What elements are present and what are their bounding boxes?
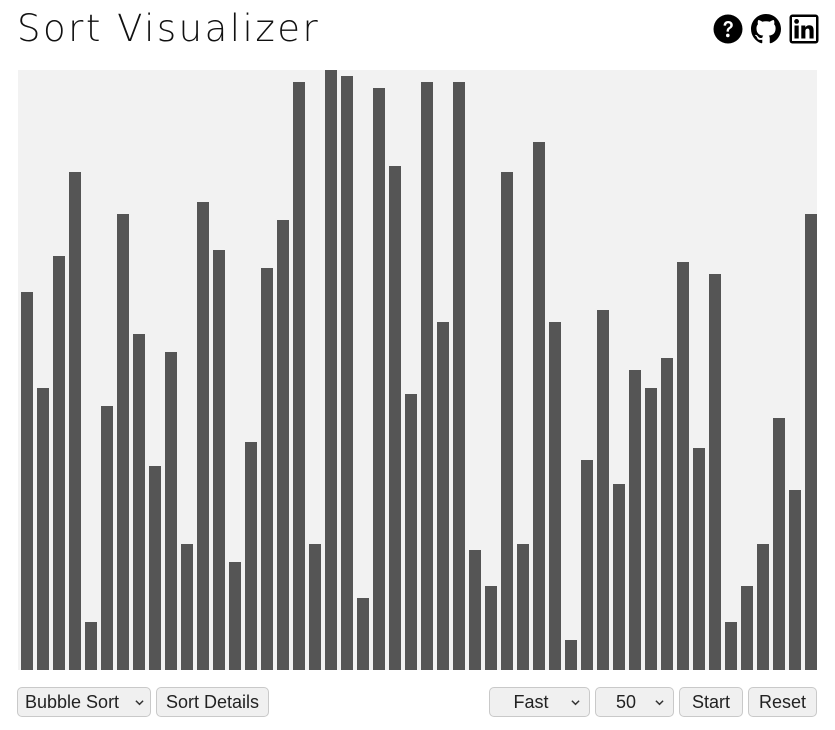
array-bar <box>165 352 177 670</box>
array-bar <box>117 214 129 670</box>
array-size-select[interactable]: 50 <box>595 687 674 717</box>
array-bar <box>725 622 737 670</box>
array-bar <box>277 220 289 670</box>
array-bar <box>373 88 385 670</box>
array-bar <box>389 166 401 670</box>
array-bar <box>549 322 561 670</box>
header-icons <box>713 14 819 44</box>
array-bar <box>677 262 689 670</box>
array-bar <box>501 172 513 670</box>
array-bar <box>741 586 753 670</box>
sort-visualizer-area <box>18 70 817 670</box>
array-bar <box>181 544 193 670</box>
array-bar <box>357 598 369 670</box>
array-bar <box>789 490 801 670</box>
array-bar <box>597 310 609 670</box>
linkedin-icon[interactable] <box>789 14 819 44</box>
array-bar <box>421 82 433 670</box>
speed-select[interactable]: Fast <box>489 687 590 717</box>
start-button[interactable]: Start <box>679 687 743 717</box>
array-size-select-value: 50 <box>615 691 637 712</box>
algorithm-select-value: Bubble Sort <box>25 691 120 712</box>
array-bar <box>149 466 161 670</box>
array-bar <box>437 322 449 670</box>
array-bar <box>21 292 33 670</box>
array-bar <box>709 274 721 670</box>
array-bar <box>293 82 305 670</box>
github-icon[interactable] <box>751 14 781 44</box>
algorithm-select[interactable]: Bubble Sort <box>17 687 151 717</box>
array-bar <box>261 268 273 670</box>
sort-details-button[interactable]: Sort Details <box>156 687 269 717</box>
array-bar <box>805 214 817 670</box>
array-bar <box>309 544 321 670</box>
array-bar <box>133 334 145 670</box>
array-bar <box>581 460 593 670</box>
array-bar <box>245 442 257 670</box>
array-bar <box>565 640 577 670</box>
array-bar <box>613 484 625 670</box>
speed-select-value: Fast <box>513 691 549 712</box>
array-bar <box>485 586 497 670</box>
array-bar <box>85 622 97 670</box>
array-bar <box>405 394 417 670</box>
right-controls: Fast 50 Start Reset <box>489 687 817 717</box>
chevron-down-icon <box>135 699 144 705</box>
array-bar <box>757 544 769 670</box>
array-bar <box>661 358 673 670</box>
array-bar <box>453 82 465 670</box>
array-bar <box>533 142 545 670</box>
array-bar <box>645 388 657 670</box>
help-icon[interactable] <box>713 14 743 44</box>
array-bar <box>37 388 49 670</box>
array-bar <box>469 550 481 670</box>
reset-button[interactable]: Reset <box>748 687 817 717</box>
app-title: Sort Visualizer <box>17 7 321 50</box>
array-bar <box>693 448 705 670</box>
array-bar <box>325 70 337 670</box>
array-bar <box>197 202 209 670</box>
array-bar <box>213 250 225 670</box>
array-bar <box>773 418 785 670</box>
array-bar <box>341 76 353 670</box>
array-bar <box>101 406 113 670</box>
left-controls: Bubble Sort Sort Details <box>17 687 269 717</box>
array-bar <box>517 544 529 670</box>
array-bar <box>69 172 81 670</box>
array-bar <box>229 562 241 670</box>
chevron-down-icon <box>571 699 580 705</box>
array-bar <box>53 256 65 670</box>
chevron-down-icon <box>655 699 664 705</box>
array-bar <box>629 370 641 670</box>
